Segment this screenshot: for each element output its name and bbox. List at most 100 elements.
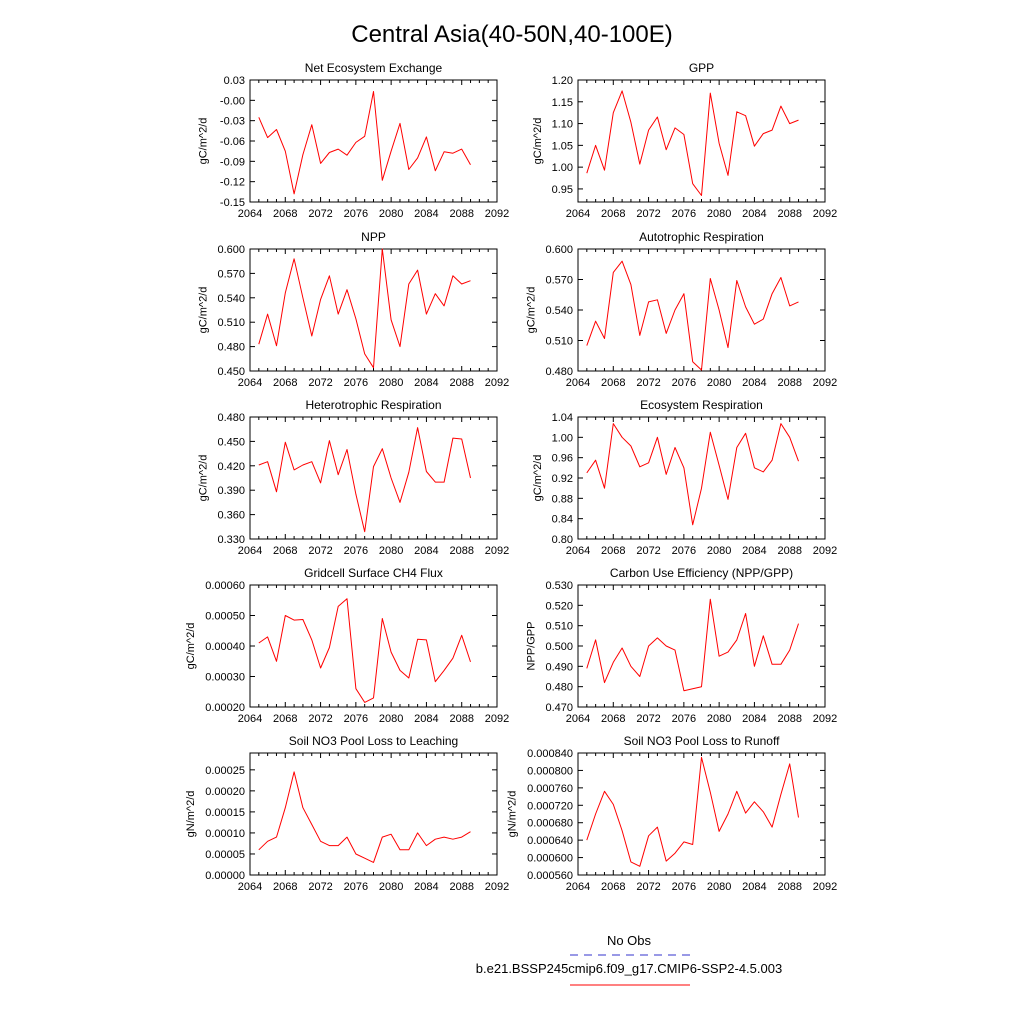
y-axis-label: gC/m^2/d (185, 623, 197, 670)
y-tick-label: -0.12 (220, 177, 245, 189)
y-tick-label: 0.000560 (527, 870, 573, 882)
x-tick-label: 2088 (777, 881, 801, 893)
x-tick-label: 2092 (813, 545, 837, 557)
series-line (258, 91, 471, 195)
y-tick-label: 0.530 (545, 580, 573, 592)
y-tick-label: 0.450 (217, 366, 245, 378)
y-tick-label: 0.470 (545, 702, 573, 714)
series-line (258, 771, 471, 863)
y-tick-label: 0.540 (217, 293, 245, 305)
x-tick-label: 2068 (273, 545, 297, 557)
y-tick-label: 0.450 (217, 436, 245, 448)
y-tick-label: 0.00010 (205, 828, 245, 840)
chart-panel: Heterotrophic Respiration 2064 2068 2072 207… (198, 398, 510, 557)
y-tick-label: 0.540 (545, 305, 573, 317)
x-tick-label: 2068 (601, 545, 625, 557)
panel-title: Ecosystem Respiration (640, 398, 763, 412)
panel-title: Carbon Use Efficiency (NPP/GPP) (610, 566, 793, 580)
x-tick-label: 2068 (273, 713, 297, 725)
x-tick-label: 2072 (636, 208, 660, 220)
y-tick-label: 0.00050 (205, 611, 245, 623)
x-tick-label: 2092 (485, 881, 509, 893)
x-tick-label: 2088 (449, 545, 473, 557)
y-tick-label: 0.000640 (527, 835, 573, 847)
y-tick-label: 0.000760 (527, 783, 573, 795)
x-tick-label: 2088 (777, 545, 801, 557)
x-tick-label: 2076 (344, 881, 368, 893)
y-axis-label: gC/m^2/d (198, 455, 210, 502)
x-tick-label: 2072 (636, 377, 660, 389)
plot-frame (577, 584, 826, 708)
series-line (258, 598, 471, 703)
legend-label-experiment: b.e21.BSSP245cmip6.f09_g17.CMIP6-SSP2-4.… (476, 961, 782, 976)
x-tick-label: 2068 (601, 713, 625, 725)
plot-frame (249, 584, 498, 708)
x-tick-label: 2068 (273, 377, 297, 389)
legend-label-no-obs: No Obs (607, 933, 652, 948)
y-tick-label: 0.00060 (205, 580, 245, 592)
x-tick-label: 2084 (742, 208, 766, 220)
x-tick-label: 2068 (601, 881, 625, 893)
x-tick-label: 2072 (636, 881, 660, 893)
y-tick-label: -0.06 (220, 136, 245, 148)
x-tick-label: 2064 (566, 545, 590, 557)
series-line (586, 756, 799, 867)
x-tick-label: 2080 (707, 713, 731, 725)
plot-frame (249, 248, 498, 372)
plot-frame (577, 248, 826, 372)
x-tick-label: 2092 (813, 208, 837, 220)
x-tick-label: 2084 (742, 881, 766, 893)
y-tick-label: 0.600 (545, 244, 573, 256)
x-tick-label: 2084 (414, 713, 438, 725)
y-axis-label: gC/m^2/d (198, 118, 210, 165)
x-tick-label: 2092 (813, 881, 837, 893)
y-tick-label: -0.03 (220, 116, 245, 128)
x-tick-label: 2080 (707, 881, 731, 893)
y-tick-label: 0.95 (552, 184, 573, 196)
x-tick-label: 2076 (344, 208, 368, 220)
y-tick-label: 0.00025 (205, 765, 245, 777)
chart-panel: Soil NO3 Pool Loss to Runoff 2064 2068 2072… (507, 734, 838, 893)
panel-title: GPP (689, 61, 714, 75)
x-tick-label: 2092 (485, 713, 509, 725)
x-tick-label: 2072 (308, 377, 332, 389)
x-tick-label: 2088 (449, 208, 473, 220)
x-tick-label: 2068 (601, 208, 625, 220)
x-tick-label: 2088 (777, 208, 801, 220)
y-tick-label: 0.500 (545, 641, 573, 653)
y-tick-label: 0.96 (552, 453, 573, 465)
chart-panel: Autotrophic Respiration 2064 2068 2072 2076 2… (526, 230, 838, 389)
x-tick-label: 2084 (414, 881, 438, 893)
x-tick-label: 2072 (308, 208, 332, 220)
y-tick-label: 0.490 (545, 661, 573, 673)
x-tick-label: 2064 (238, 881, 262, 893)
y-tick-label: 0.570 (545, 275, 573, 287)
y-tick-label: 0.420 (217, 461, 245, 473)
panel-title: Net Ecosystem Exchange (305, 61, 443, 75)
series-line (586, 90, 799, 196)
x-tick-label: 2076 (344, 377, 368, 389)
x-tick-label: 2080 (707, 208, 731, 220)
x-tick-label: 2092 (485, 208, 509, 220)
x-tick-label: 2088 (449, 377, 473, 389)
panel-grid: Net Ecosystem Exchange 2064 2068 2072 2076 20… (185, 61, 837, 893)
panel-title: Autotrophic Respiration (639, 230, 764, 244)
y-tick-label: 0.000600 (527, 853, 573, 865)
chart-panel: NPP 2064 2068 2072 2076 2080 2084 2088 2092 0.450… (198, 230, 510, 389)
x-tick-label: 2084 (414, 208, 438, 220)
x-tick-label: 2064 (566, 377, 590, 389)
y-axis-label: gN/m^2/d (507, 791, 519, 838)
y-axis-label: gN/m^2/d (185, 791, 197, 838)
x-tick-label: 2072 (308, 881, 332, 893)
y-tick-label: 1.15 (552, 97, 573, 109)
x-tick-label: 2080 (379, 208, 403, 220)
x-tick-label: 2092 (813, 713, 837, 725)
x-tick-label: 2084 (414, 545, 438, 557)
figure-title: Central Asia(40-50N,40-100E) (351, 21, 673, 48)
series-line (586, 423, 799, 526)
panel-title: NPP (361, 230, 386, 244)
x-tick-label: 2080 (379, 881, 403, 893)
y-tick-label: 0.510 (545, 336, 573, 348)
y-tick-label: 1.10 (552, 119, 573, 131)
x-tick-label: 2072 (636, 545, 660, 557)
